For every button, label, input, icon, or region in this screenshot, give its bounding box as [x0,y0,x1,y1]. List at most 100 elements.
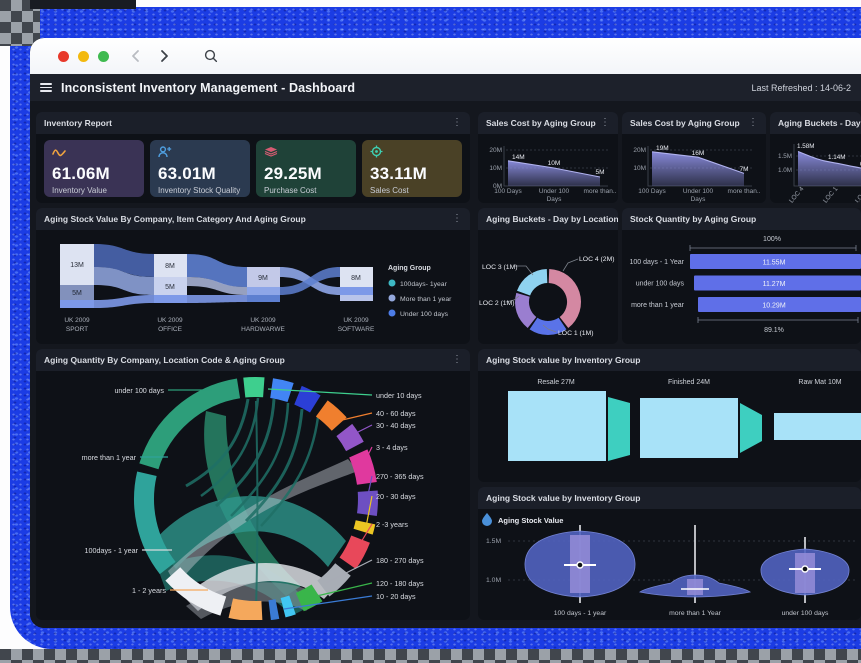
sankey-chart: 13M 5M 8M 5M 9M 8M UK 2009 SPORT UK 2009… [36,230,470,344]
svg-text:More than 1 year: More than 1 year [400,296,452,303]
svg-text:1 - 2 years: 1 - 2 years [132,586,166,595]
svg-text:LOC 1 (1M): LOC 1 (1M) [558,330,594,337]
kpi-cards: 61.06M Inventory Value 63.01M Inventory … [36,134,470,203]
svg-text:270 - 365 days: 270 - 365 days [376,472,424,481]
target-icon [370,145,383,158]
svg-text:Raw Mat 10M: Raw Mat 10M [798,379,841,386]
panel-violin: Aging Stock value by Inventory Group Agi… [478,487,861,620]
kpi-label: Purchase Cost [264,186,317,195]
kpi-value: 29.25M [264,164,322,183]
svg-text:89.1%: 89.1% [764,327,784,334]
svg-text:40 - 60 days: 40 - 60 days [376,409,416,418]
svg-text:5M: 5M [72,290,82,297]
x-label: 100 Days [494,188,522,195]
panel-sales-cost-2: Sales Cost by Aging Group ⋮ 20M 10M 19M 1… [622,112,766,203]
svg-text:Under 100 days: Under 100 days [400,311,449,318]
svg-text:11.27M: 11.27M [763,281,786,288]
kpi-card-inventory-value: 61.06M Inventory Value [44,140,144,197]
svg-text:20M: 20M [489,147,502,154]
x-label: more than.. [583,188,617,195]
svg-text:OFFICE: OFFICE [158,326,182,333]
svg-text:LOC 4 (2M): LOC 4 (2M) [579,256,615,263]
kpi-value: 61.06M [52,164,110,183]
donut-chart: LOC 3 (1M) LOC 4 (2M) LOC 2 (1M) LOC 1 (… [478,230,618,344]
x-label: more than.. [727,188,761,195]
panel-title: Aging Stock value by Inventory Group [486,493,641,503]
kebab-menu-icon[interactable]: ⋮ [600,117,610,128]
svg-text:under 100 days: under 100 days [782,610,829,617]
svg-text:30 - 40 days: 30 - 40 days [376,421,416,430]
svg-text:Aging Group: Aging Group [388,265,431,272]
svg-text:more than 1 Year: more than 1 Year [669,610,722,617]
svg-text:UK 2009: UK 2009 [343,317,369,324]
panel-title: Inventory Report [44,118,113,128]
svg-text:16M: 16M [692,150,705,157]
violin-chart: Aging Stock Value 1.5M 1.0M [478,509,861,620]
svg-text:HARDWARWE: HARDWARWE [241,326,285,333]
svg-text:120 - 180 days: 120 - 180 days [376,579,424,588]
svg-text:180 - 270 days: 180 - 270 days [376,556,424,565]
svg-text:13M: 13M [70,262,84,269]
kebab-menu-icon[interactable]: ⋮ [748,117,758,128]
svg-text:9M: 9M [258,275,268,282]
svg-text:3 - 4 days: 3 - 4 days [376,443,408,452]
svg-text:Resale 27M: Resale 27M [537,379,575,386]
hamburger-menu-icon[interactable] [40,81,52,94]
panel-title: Aging Quantity By Company, Location Code… [44,355,285,365]
kebab-menu-icon[interactable]: ⋮ [452,354,462,365]
panel-sankey: Aging Stock Value By Company, Item Categ… [36,208,470,344]
svg-text:10M: 10M [548,160,561,167]
x-label: LOC 4 [788,185,806,203]
close-window-button[interactable] [58,51,69,62]
funnel-chart: Resale 27M Finished 24M Raw Mat 10M [478,371,861,482]
svg-text:UK 2009: UK 2009 [250,317,276,324]
panel-chord: Aging Quantity By Company, Location Code… [36,349,470,620]
panel-donut: Aging Buckets - Day by Location Code⋮ LO… [478,208,618,344]
forward-icon[interactable] [156,48,172,64]
svg-text:1.5M: 1.5M [486,538,501,545]
svg-text:100days- 1year: 100days- 1year [400,281,448,288]
svg-text:1.14M: 1.14M [828,154,846,161]
transparency-artifact [0,649,861,663]
back-icon[interactable] [128,48,144,64]
panel-title: Aging Buckets - Day by day [778,118,861,128]
svg-text:0M: 0M [493,183,502,188]
svg-text:Finished 24M: Finished 24M [668,379,710,386]
panel-title: Aging Stock value by Inventory Group [486,355,641,365]
panel-title: Sales Cost by Aging Group [630,118,740,128]
panel-sales-cost-1: Sales Cost by Aging Group ⋮ 20M 10M 0M 14… [478,112,618,203]
minimize-window-button[interactable] [78,51,89,62]
browser-chrome [30,38,861,74]
svg-text:UK 2009: UK 2009 [157,317,183,324]
svg-text:1.58M: 1.58M [797,143,815,150]
svg-text:100days - 1 year: 100days - 1 year [84,546,138,555]
area-chart: 20M 10M 0M 14M 10M 5M 100 Days Under 100… [478,134,618,203]
svg-text:20M: 20M [633,147,646,154]
svg-text:2 -3 years: 2 -3 years [376,520,408,529]
search-icon[interactable] [203,48,219,64]
x-label: 100 Days [638,188,666,195]
svg-text:8M: 8M [165,263,175,270]
svg-text:5M: 5M [595,169,604,176]
svg-text:8M: 8M [351,275,361,282]
svg-text:10.29M: 10.29M [762,303,786,310]
kebab-menu-icon[interactable]: ⋮ [452,213,462,224]
browser-window: Inconsistent Inventory Management - Dash… [30,38,861,628]
maximize-window-button[interactable] [98,51,109,62]
user-plus-icon [158,146,172,158]
svg-text:LOC 2 (1M): LOC 2 (1M) [479,300,515,307]
svg-text:more than 1 year: more than 1 year [82,453,137,462]
kebab-menu-icon[interactable]: ⋮ [452,117,462,128]
x-label: LOC 1 [822,185,840,203]
svg-text:7M: 7M [739,166,748,173]
x-label: Under 100 Days [682,188,714,203]
kpi-label: Inventory Stock Quality [158,186,241,195]
panel-inventory-report: Inventory Report ⋮ 61.06M Inventory Value… [36,112,470,203]
page-title: Inconsistent Inventory Management - Dash… [61,80,356,95]
svg-text:100 days - 1 year: 100 days - 1 year [554,610,607,617]
droplet-icon [482,513,492,526]
svg-text:19M: 19M [656,145,669,152]
panel-title: Stock Quantity by Aging Group [630,214,757,224]
kpi-card-stock-quality: 63.01M Inventory Stock Quality [150,140,250,197]
